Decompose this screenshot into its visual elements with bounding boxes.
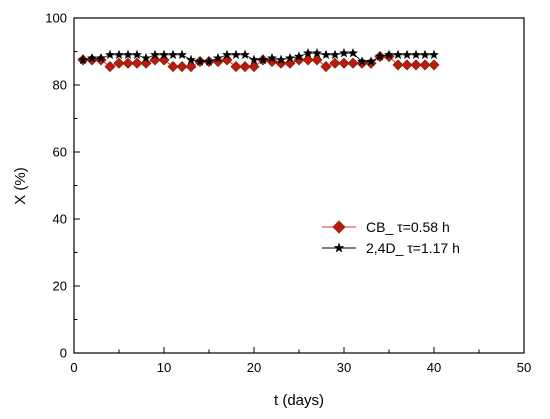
data-point-cb — [311, 54, 323, 66]
data-point-24d — [258, 54, 268, 65]
data-point-24d — [429, 49, 439, 60]
legend-marker-cb — [332, 220, 346, 234]
data-point-24d — [366, 56, 376, 66]
data-point-24d — [303, 47, 313, 58]
data-point-24d — [195, 56, 205, 66]
series-24d — [78, 47, 439, 66]
data-point-24d — [420, 49, 430, 60]
data-point-cb — [104, 61, 116, 73]
y-tick-label: 40 — [53, 212, 67, 227]
data-point-24d — [231, 49, 241, 60]
data-point-24d — [330, 49, 340, 60]
data-point-24d — [159, 49, 169, 60]
data-point-24d — [150, 49, 160, 60]
data-point-cb — [419, 59, 431, 71]
data-point-24d — [411, 49, 421, 60]
data-point-24d — [168, 49, 178, 60]
data-point-cb — [401, 59, 413, 71]
data-point-24d — [186, 54, 196, 65]
data-point-24d — [348, 47, 358, 58]
data-point-24d — [141, 53, 151, 63]
x-axis-title: t (days) — [274, 392, 324, 409]
y-tick-label: 20 — [53, 279, 67, 294]
data-point-cb — [275, 57, 287, 69]
x-tick-label: 50 — [517, 360, 531, 375]
data-point-cb — [392, 59, 404, 71]
data-point-cb — [122, 57, 134, 69]
data-point-24d — [96, 53, 106, 63]
data-point-cb — [131, 57, 143, 69]
y-tick-label: 100 — [45, 11, 67, 26]
data-point-24d — [276, 54, 286, 65]
data-point-24d — [267, 53, 277, 63]
x-tick-label: 40 — [427, 360, 441, 375]
x-tick-label: 0 — [70, 360, 77, 375]
data-point-cb — [167, 61, 179, 73]
data-point-24d — [357, 56, 367, 66]
legend: CB_ τ=0.58 h 2,4D_ τ=1.17 h — [322, 219, 460, 256]
legend-label-24d: 2,4D_ τ=1.17 h — [366, 240, 460, 256]
x-axis-tick-labels: 0 10 20 30 40 50 — [70, 360, 531, 375]
data-point-cb — [185, 61, 197, 73]
series-line-24d — [82, 52, 434, 62]
data-point-cb — [230, 61, 242, 73]
y-tick-label: 80 — [53, 78, 67, 93]
data-point-24d — [78, 54, 88, 65]
data-point-24d — [87, 53, 97, 63]
data-point-24d — [204, 56, 214, 66]
data-point-cb — [320, 61, 332, 73]
data-point-cb — [113, 57, 125, 69]
legend-entry-24d: 2,4D_ τ=1.17 h — [322, 240, 460, 256]
y-tick-label: 60 — [53, 145, 67, 160]
y-axis-tick-labels: 0 20 40 60 80 100 — [45, 11, 67, 361]
data-point-cb — [302, 54, 314, 66]
data-point-cb — [410, 59, 422, 71]
x-tick-label: 10 — [157, 360, 171, 375]
x-tick-label: 20 — [247, 360, 261, 375]
data-point-24d — [132, 49, 142, 60]
data-point-24d — [339, 47, 349, 58]
data-point-24d — [114, 49, 124, 60]
data-point-24d — [105, 49, 115, 60]
data-point-24d — [393, 49, 403, 60]
legend-marker-24d — [333, 242, 345, 253]
data-point-24d — [375, 51, 385, 61]
data-point-24d — [402, 49, 412, 60]
data-point-cb — [176, 61, 188, 73]
data-point-24d — [240, 49, 250, 60]
data-point-24d — [312, 47, 322, 58]
legend-label-cb: CB_ τ=0.58 h — [366, 219, 450, 235]
data-point-cb — [338, 57, 350, 69]
data-point-24d — [177, 49, 187, 60]
y-tick-label: 0 — [60, 346, 67, 361]
data-point-24d — [285, 53, 295, 63]
x-axis-ticks — [73, 347, 525, 353]
data-point-cb — [248, 61, 260, 73]
data-point-24d — [249, 54, 259, 65]
data-point-24d — [321, 49, 331, 60]
data-point-cb — [329, 57, 341, 69]
data-point-24d — [123, 49, 133, 60]
data-point-cb — [428, 59, 440, 71]
data-point-cb — [347, 57, 359, 69]
data-point-cb — [239, 61, 251, 73]
data-point-24d — [294, 51, 304, 61]
y-axis-ticks — [74, 17, 80, 354]
data-point-24d — [213, 53, 223, 63]
y-axis-title: X (%) — [12, 167, 29, 205]
legend-entry-cb: CB_ τ=0.58 h — [322, 219, 450, 235]
plot-area — [73, 17, 525, 354]
data-point-24d — [222, 49, 232, 60]
data-point-24d — [384, 49, 394, 60]
x-tick-label: 30 — [337, 360, 351, 375]
